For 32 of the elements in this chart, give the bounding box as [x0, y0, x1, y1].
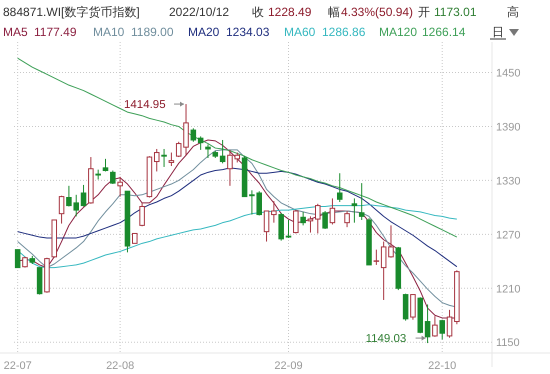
text: MA5 [3, 25, 28, 39]
x-tick-label: 22-07 [4, 360, 32, 372]
text: 收 [252, 5, 264, 19]
text: 日 [492, 25, 504, 39]
text: 1286.86 [322, 25, 366, 39]
text: 4.33%(50.94) [341, 5, 414, 19]
text: 1228.49 [268, 5, 312, 19]
y-tick-label: 1390 [496, 121, 520, 134]
annotation: 1149.03 [366, 333, 406, 346]
text: 1266.14 [422, 25, 466, 39]
text: 开 [418, 5, 430, 19]
text: 1189.00 [131, 25, 174, 39]
text: MA60 [284, 25, 316, 39]
text: 1234.03 [226, 25, 270, 39]
text: 1173.01 [434, 5, 477, 19]
x-tick-label: 22-08 [106, 360, 134, 372]
y-tick-label: 1210 [496, 283, 520, 296]
y-tick-label: 1270 [496, 229, 520, 242]
x-tick-label: 22-10 [428, 360, 456, 372]
y-tick-label: 1450 [496, 68, 520, 80]
text: MA10 [93, 25, 125, 39]
text: 884871.WI[数字货币指数] [3, 5, 140, 19]
text: 高 [507, 5, 519, 19]
annotation: 1414.95 [124, 99, 166, 112]
text: MA20 [188, 25, 220, 39]
text: 2022/10/12 [169, 5, 230, 19]
x-tick-label: 22-09 [274, 360, 303, 372]
y-tick-label: 1150 [496, 337, 520, 350]
text: 1177.49 [34, 25, 77, 39]
text: 幅 [328, 5, 340, 19]
y-tick-label: 1330 [496, 175, 520, 188]
text: MA120 [379, 25, 418, 39]
